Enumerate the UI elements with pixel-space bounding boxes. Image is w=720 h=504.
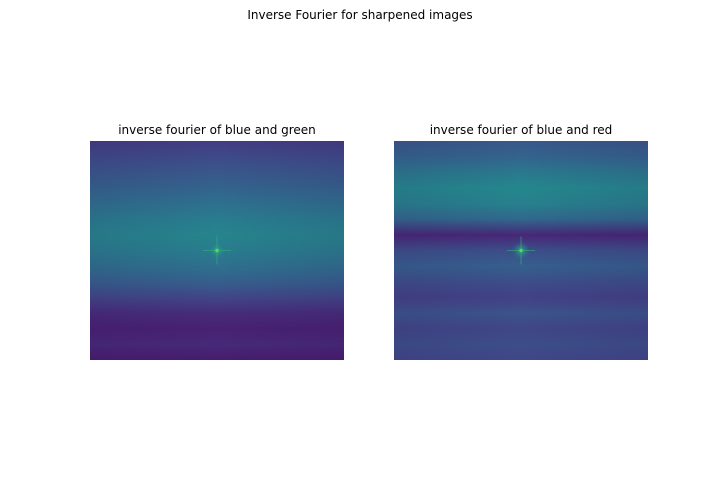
center-peak-point	[519, 249, 523, 252]
center-peak-point	[215, 249, 219, 252]
left-panel-title: inverse fourier of blue and green	[118, 123, 316, 137]
figure-suptitle: Inverse Fourier for sharpened images	[247, 8, 473, 22]
left-heatmap	[90, 141, 344, 360]
right-heatmap	[394, 141, 648, 360]
right-panel-title: inverse fourier of blue and red	[429, 123, 613, 137]
